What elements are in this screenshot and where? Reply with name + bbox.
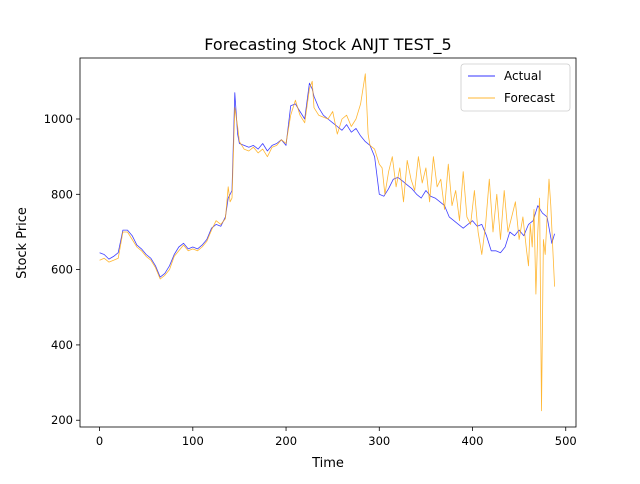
- plot-area: 0 100 200 300 400 500 200 400 600 800 1000: [44, 57, 577, 448]
- x-tick-label: 200: [275, 434, 297, 448]
- x-tick-label: 0: [96, 434, 103, 448]
- y-tick-label: 600: [51, 263, 73, 277]
- x-tick-label: 300: [368, 434, 390, 448]
- plot-frame: [79, 57, 577, 428]
- legend-label-forecast: Forecast: [504, 91, 555, 105]
- chart-title: Forecasting Stock ANJT TEST_5: [204, 35, 451, 55]
- y-tick-label: 800: [51, 187, 73, 201]
- x-axis-label: Time: [311, 456, 344, 471]
- y-tick-label: 1000: [44, 112, 73, 126]
- x-tick-label: 500: [555, 434, 577, 448]
- y-axis-label: Stock Price: [15, 207, 30, 279]
- legend-label-actual: Actual: [504, 69, 542, 83]
- legend: Actual Forecast: [460, 63, 571, 112]
- x-tick-label: 400: [462, 434, 484, 448]
- y-tick-label: 400: [51, 338, 73, 352]
- series-line-forecast: [99, 73, 555, 412]
- y-tick-label: 200: [51, 413, 73, 427]
- x-tick-label: 100: [182, 434, 204, 448]
